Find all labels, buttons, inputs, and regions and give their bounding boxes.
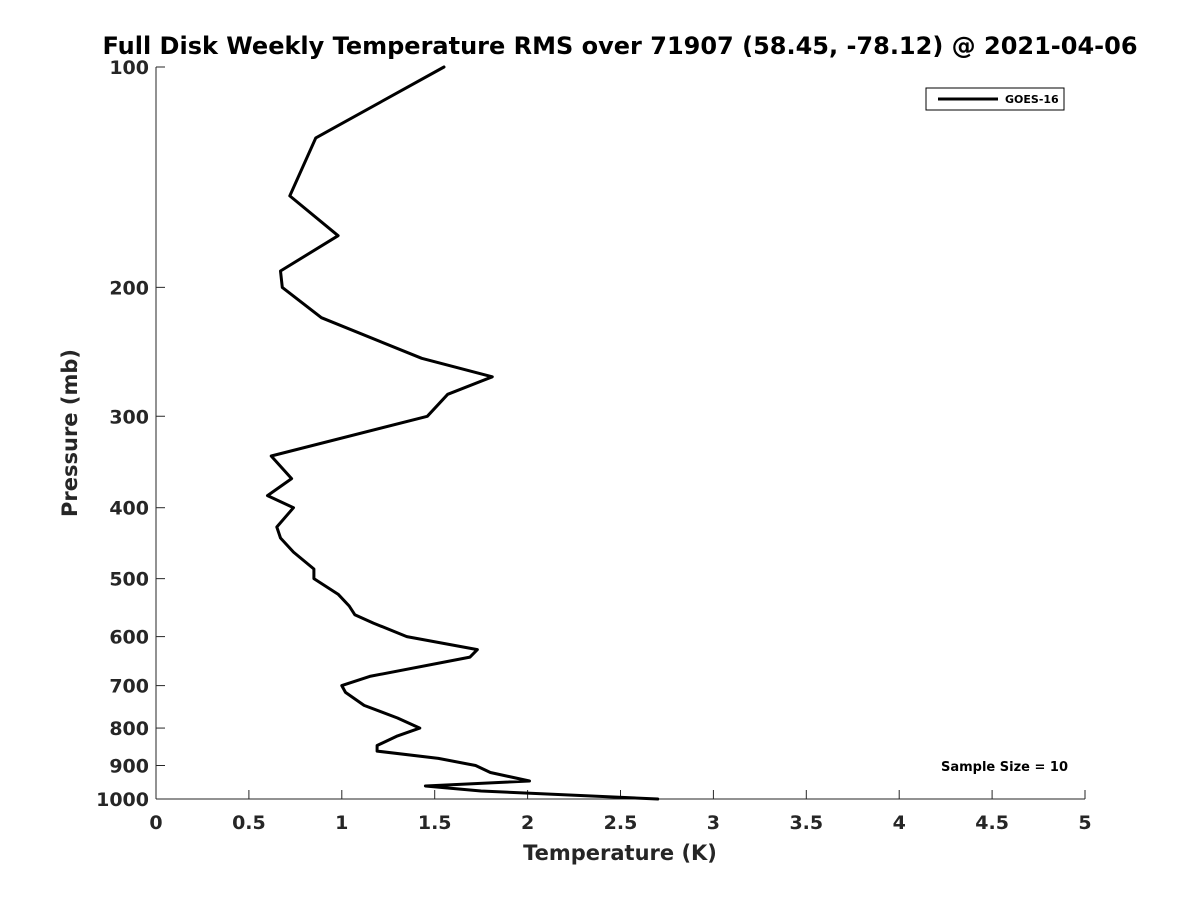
x-tick-label: 1 bbox=[335, 812, 348, 834]
y-tick-label: 200 bbox=[109, 277, 149, 299]
x-tick-label: 3.5 bbox=[789, 812, 823, 834]
y-tick-label: 1000 bbox=[96, 789, 149, 811]
y-tick-label: 900 bbox=[109, 756, 149, 778]
x-axis-label: Temperature (K) bbox=[523, 841, 717, 865]
legend: GOES-16 bbox=[925, 87, 1065, 111]
series-line-goes-16 bbox=[266, 65, 660, 801]
x-tick-label: 0 bbox=[149, 812, 162, 834]
x-tick-label: 2.5 bbox=[604, 812, 638, 834]
y-tick-label: 600 bbox=[109, 627, 149, 649]
x-tick-label: 2 bbox=[521, 812, 534, 834]
x-tick-label: 3 bbox=[707, 812, 720, 834]
y-tick-label: 700 bbox=[109, 676, 149, 698]
legend-label: GOES-16 bbox=[1005, 93, 1059, 106]
y-tick-label: 100 bbox=[109, 57, 149, 79]
x-tick-label: 4 bbox=[893, 812, 906, 834]
y-tick-label: 800 bbox=[109, 718, 149, 740]
y-axis-label: Pressure (mb) bbox=[58, 349, 82, 517]
chart-title: Full Disk Weekly Temperature RMS over 71… bbox=[102, 32, 1137, 60]
series-layer bbox=[266, 65, 660, 801]
x-axis: 0 0.5 1 1.5 2 2.5 3 3.5 4 4.5 5 bbox=[149, 790, 1092, 834]
x-tick-label: 5 bbox=[1078, 812, 1091, 834]
y-tick-label: 400 bbox=[109, 498, 149, 520]
sample-size-annotation: Sample Size = 10 bbox=[941, 760, 1068, 775]
y-tick-label: 300 bbox=[109, 406, 149, 428]
x-tick-label: 4.5 bbox=[975, 812, 1009, 834]
x-tick-label: 0.5 bbox=[232, 812, 266, 834]
x-tick-label: 1.5 bbox=[418, 812, 452, 834]
y-tick-label: 500 bbox=[109, 569, 149, 591]
y-axis: 100 200 300 400 500 600 700 800 900 1000 bbox=[96, 57, 165, 811]
